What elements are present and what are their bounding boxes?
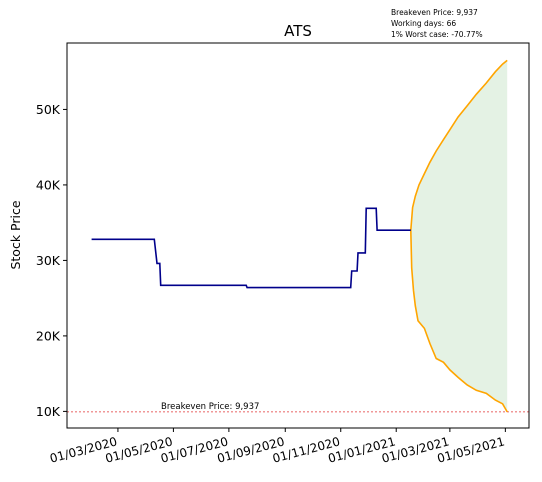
info-worst-case: 1% Worst case: -70.77%	[391, 30, 483, 39]
y-tick-label: 10K	[36, 404, 61, 419]
y-tick-label: 20K	[36, 328, 61, 343]
info-working-days: Working days: 66	[391, 19, 457, 28]
breakeven-label: Breakeven Price: 9,937	[161, 402, 259, 412]
y-tick-label: 30K	[36, 253, 61, 268]
y-tick-label: 50K	[36, 102, 61, 117]
plot-frame	[66, 42, 530, 429]
forecast-lower-line	[410, 230, 508, 413]
info-breakeven: Breakeven Price: 9,937	[391, 8, 478, 17]
y-tick-label: 40K	[36, 177, 61, 192]
forecast-upper-line	[410, 59, 508, 231]
y-axis-label: Stock Price	[8, 200, 23, 269]
chart-title: ATS	[284, 22, 312, 40]
forecast-band	[410, 60, 508, 412]
history-line	[91, 207, 411, 289]
